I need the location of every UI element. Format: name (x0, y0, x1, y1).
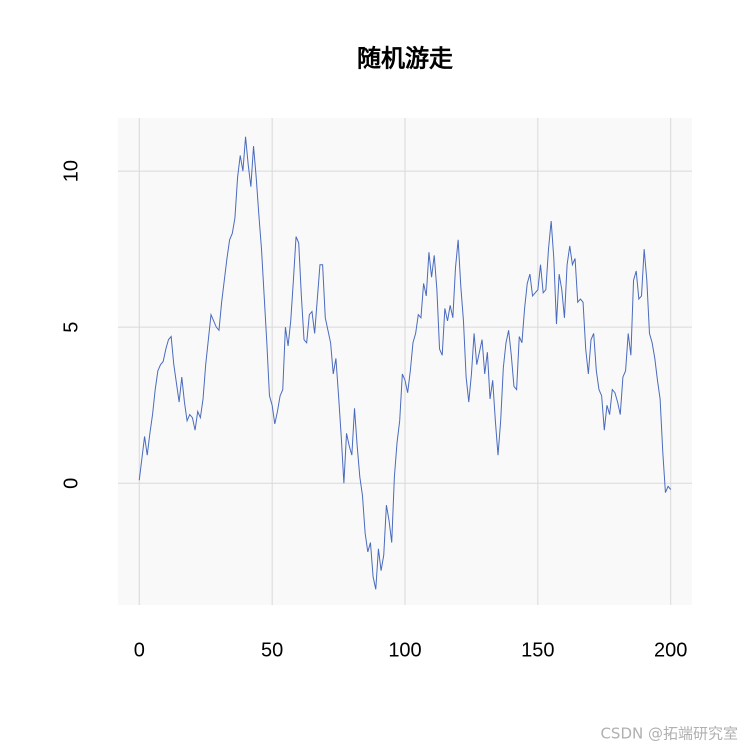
y-tick-label: 5 (60, 322, 82, 333)
x-tick-label: 200 (654, 639, 687, 661)
x-tick-label: 150 (521, 639, 554, 661)
x-tick-label: 0 (134, 639, 145, 661)
chart-title: 随机游走 (357, 44, 453, 73)
line-series (138, 136, 672, 590)
x-tick-label: 50 (261, 639, 283, 661)
y-tick-label: 0 (60, 478, 82, 489)
x-tick-label: 100 (388, 639, 421, 661)
watermark: CSDN @拓端研究室 (600, 725, 738, 743)
y-tick-label: 10 (60, 160, 82, 182)
